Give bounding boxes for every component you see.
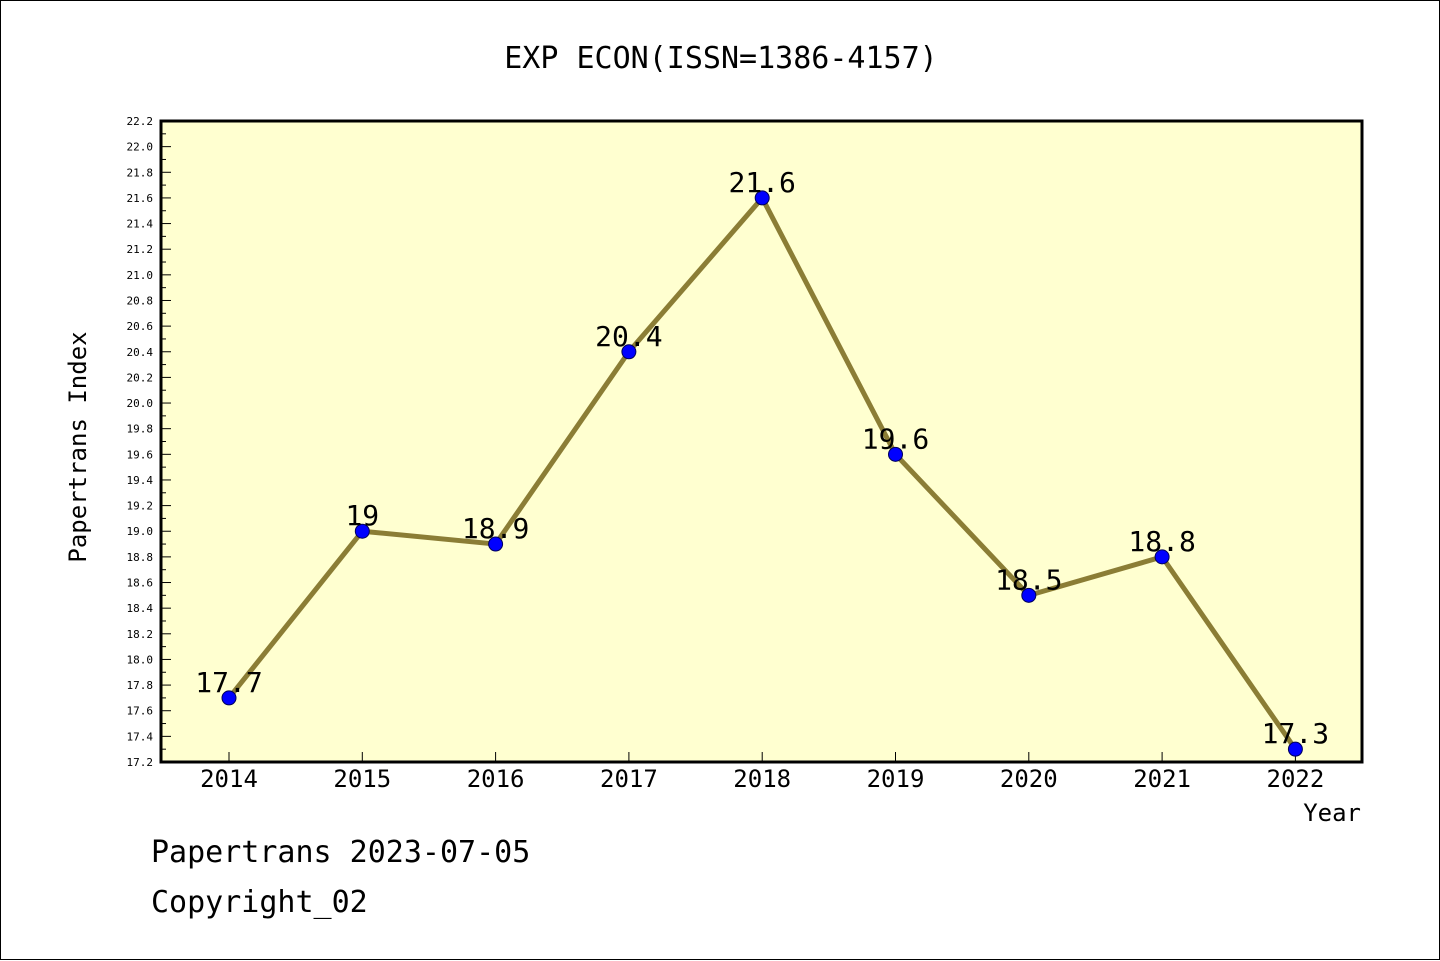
data-value-label: 18.9 xyxy=(462,512,529,545)
data-value-label: 19 xyxy=(345,499,379,532)
y-tick-label: 19.8 xyxy=(127,423,154,436)
y-tick-label: 19.2 xyxy=(127,500,154,513)
y-tick-label: 18.2 xyxy=(127,628,154,641)
data-point-marker xyxy=(1154,549,1170,565)
y-axis-label: Papertrans Index xyxy=(64,331,92,562)
y-tick-label: 19.4 xyxy=(127,474,154,487)
y-tick-label: 20.2 xyxy=(127,371,154,384)
x-tick-label: 2020 xyxy=(1000,765,1058,793)
data-value-label: 19.6 xyxy=(862,422,929,455)
y-tick-label: 18.8 xyxy=(127,551,154,564)
data-value-label: 17.7 xyxy=(195,666,262,699)
x-axis-label: Year xyxy=(1303,799,1361,827)
y-tick-label: 17.2 xyxy=(127,756,154,769)
data-markers xyxy=(221,190,1303,757)
x-tick-label: 2017 xyxy=(600,765,658,793)
footer-copyright-text: Copyright_02 xyxy=(151,885,368,920)
y-tick-label: 20.4 xyxy=(127,346,154,359)
y-tick-label: 18.4 xyxy=(127,602,154,615)
data-value-label: 18.5 xyxy=(995,563,1062,596)
chart-title: EXP ECON(ISSN=1386-4157) xyxy=(504,41,937,76)
footer-date-text: Papertrans 2023-07-05 xyxy=(151,835,531,870)
data-value-label: 20.4 xyxy=(595,320,662,353)
x-tick-label: 2015 xyxy=(333,765,391,793)
y-tick-label: 19.0 xyxy=(127,525,154,538)
plot-area xyxy=(159,119,1364,764)
x-tick-label: 2022 xyxy=(1267,765,1325,793)
data-point-marker xyxy=(1021,587,1037,603)
data-point-marker xyxy=(888,446,903,462)
y-tick-label: 20.6 xyxy=(127,320,154,333)
data-point-marker xyxy=(488,536,504,552)
data-point-marker xyxy=(1287,741,1303,757)
x-tick-label: 2018 xyxy=(733,765,791,793)
data-labels: 17.7 19 18.9 20.4 21.6 19.6 18.5 18.8 17.3 xyxy=(195,166,1329,750)
y-tick-label: 17.4 xyxy=(127,730,154,743)
y-tick-label: 21.2 xyxy=(127,243,154,256)
y-tick-label: 22.0 xyxy=(127,141,154,154)
x-tick-label: 2019 xyxy=(867,765,925,793)
data-point-marker xyxy=(221,690,237,706)
x-axis: 2014 2015 2016 2017 2018 2019 2020 2021 2022 xyxy=(200,752,1324,793)
y-tick-label: 20.8 xyxy=(127,294,154,307)
data-value-label: 21.6 xyxy=(728,166,795,199)
data-point-marker xyxy=(354,523,370,539)
y-tick-label: 21.0 xyxy=(127,269,154,282)
y-axis: 17.2 17.4 17.6 17.8 18.0 18.2 18.4 18.6 18.8 19.0… xyxy=(127,115,171,769)
x-tick-label: 2014 xyxy=(200,765,258,793)
y-tick-label: 18.6 xyxy=(127,577,154,590)
y-tick-label: 22.2 xyxy=(127,115,154,128)
data-value-label: 18.8 xyxy=(1128,525,1195,558)
y-tick-label: 17.8 xyxy=(127,679,154,692)
y-tick-label: 21.8 xyxy=(127,166,154,179)
x-tick-label: 2016 xyxy=(467,765,525,793)
data-point-marker xyxy=(621,344,637,360)
y-tick-label: 18.0 xyxy=(127,653,154,666)
data-value-label: 17.3 xyxy=(1262,717,1329,750)
y-tick-label: 21.4 xyxy=(127,218,154,231)
y-tick-label: 21.6 xyxy=(127,192,154,205)
y-tick-label: 19.6 xyxy=(127,448,154,461)
y-tick-label: 20.0 xyxy=(127,397,154,410)
data-point-marker xyxy=(754,190,770,206)
y-tick-label: 17.6 xyxy=(127,705,154,718)
x-tick-label: 2021 xyxy=(1133,765,1191,793)
